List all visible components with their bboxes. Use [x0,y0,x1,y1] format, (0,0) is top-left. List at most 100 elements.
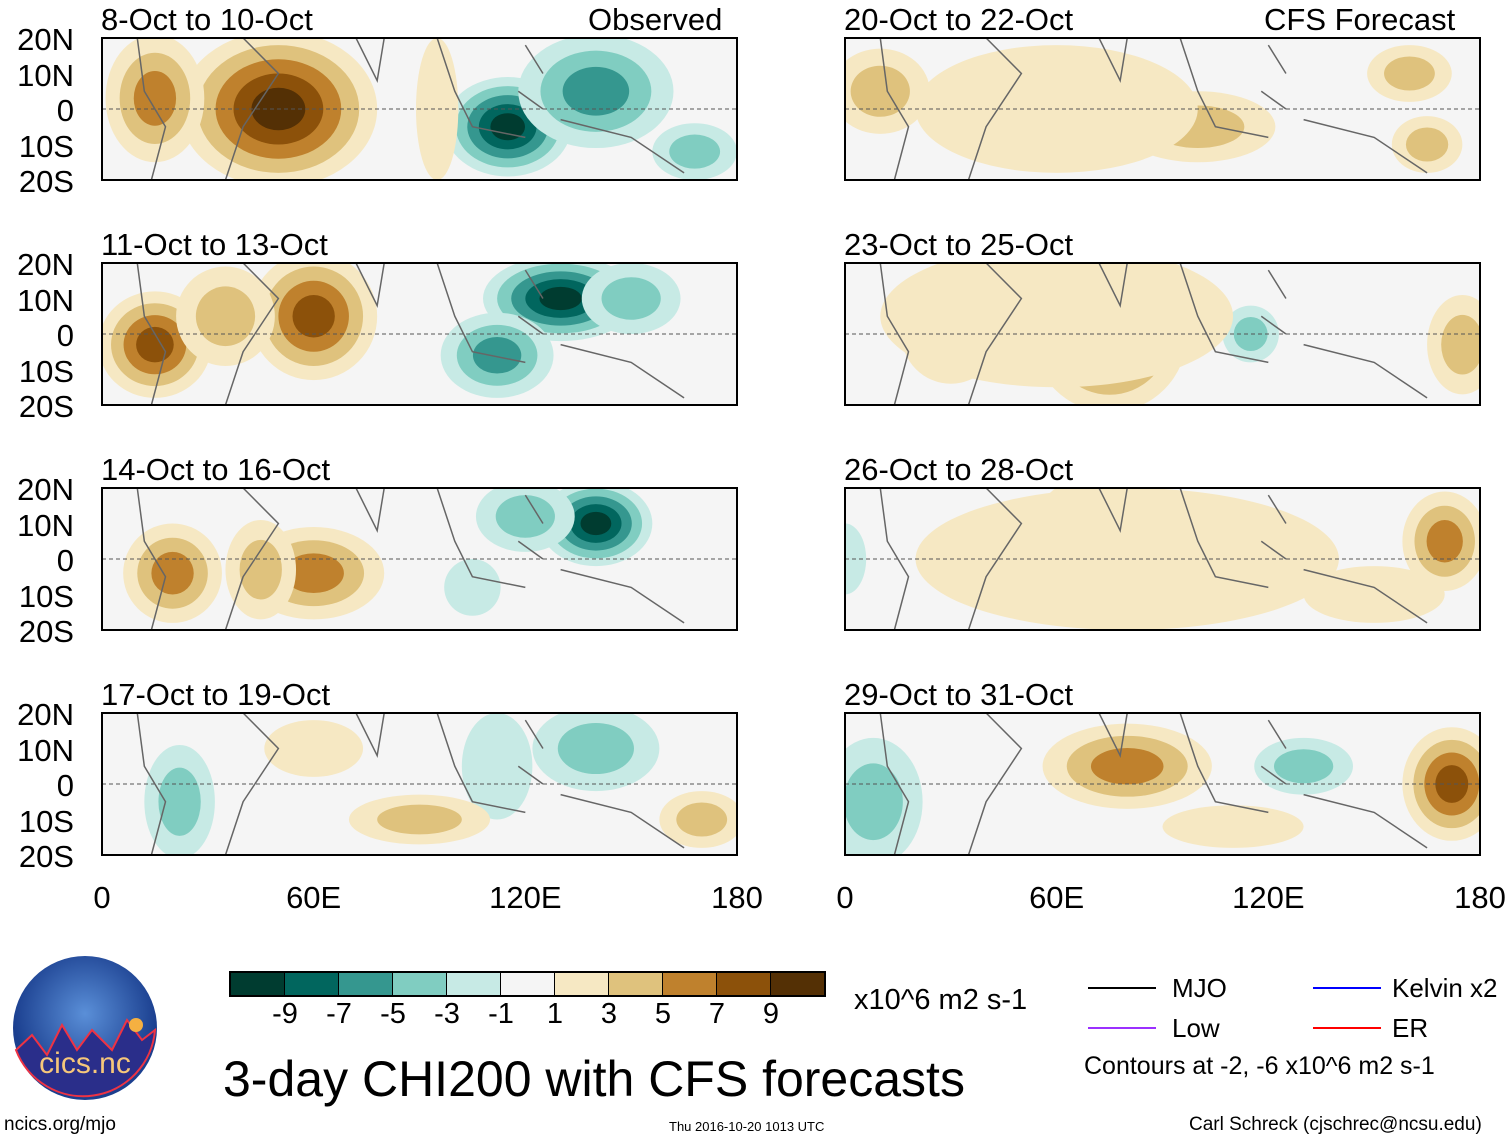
lat-label: 20S [18,839,74,874]
anomaly-shading [377,804,462,835]
lat-label: 10N [17,57,74,93]
lat-label: 0 [56,318,74,353]
lat-label: 10S [18,803,74,839]
author: Carl Schreck (cjschrec@ncsu.edu) [1189,1114,1482,1135]
anomaly-shading [1405,127,1449,162]
panel-title: 14-Oct to 16-Oct [101,452,331,487]
coastlines [136,488,685,630]
anomaly-shading [580,511,612,536]
legend-er-line [1313,1027,1381,1029]
lat-label: 20S [18,614,74,649]
lon-label: 0 [836,880,854,915]
coastlines [136,713,685,855]
coastlines [136,263,685,405]
anomaly-shading [539,286,582,311]
lat-label: 10S [18,353,74,389]
map-panel [101,712,738,856]
lat-label: 10N [17,507,74,543]
anomaly-shading [1233,316,1268,352]
colorbar-swatch [663,973,717,995]
lat-label: 0 [56,543,74,578]
colorbar-tick: 3 [600,998,618,1030]
forecast-label: CFS Forecast [1264,2,1456,37]
colorbar-swatch [771,973,824,995]
anomaly-shading [562,66,630,116]
anomaly-shading [195,286,256,347]
timestamp: Thu 2016-10-20 1013 UTC [669,1119,825,1134]
colorbar-swatch [393,973,447,995]
lat-label: 0 [56,93,74,128]
lon-label: 60E [1029,880,1085,915]
map-panel [101,37,738,181]
lat-label: 10N [17,732,74,768]
lon-label: 180 [1454,880,1506,915]
cics-logo: cics.nc [13,956,157,1100]
panel-title: 23-Oct to 25-Oct [844,227,1074,262]
anomaly-shading [292,294,335,338]
lat-label: 20S [18,389,74,424]
panel-title: 11-Oct to 13-Oct [101,227,328,262]
panel-title: 26-Oct to 28-Oct [844,452,1074,487]
lon-label: 60E [286,880,342,915]
lat-label: 20N [17,697,74,732]
anomaly-shading [1426,519,1463,563]
lon-label: 180 [711,880,763,915]
anomaly-shading [557,722,634,775]
anomaly-shading [845,763,903,841]
logo-text: cics.nc [39,1047,131,1080]
anomaly-shading [601,277,661,320]
colorbar-swatch [717,973,771,995]
lat-label: 10N [17,282,74,318]
lat-label: 20N [17,472,74,507]
lat-label: 10S [18,578,74,614]
figure-title: 3-day CHI200 with CFS forecasts [223,1051,965,1107]
panel-title: 29-Oct to 31-Oct [844,677,1074,712]
colorbar-tick: 5 [654,998,672,1030]
anomaly-shading [495,495,555,538]
colorbar-units: x10^6 m2 s-1 [854,984,1028,1016]
colorbar-tick: 7 [708,998,726,1030]
panel-title: 20-Oct to 22-Oct [844,2,1074,37]
lat-label: 20N [17,247,74,282]
map-panel [844,712,1481,856]
map-panel [844,37,1481,181]
legend-kelvin-line [1313,987,1381,989]
anomaly-shading [472,337,522,374]
colorbar-swatch [339,973,393,995]
panel-frame [101,262,738,406]
colorbar-swatch [501,973,555,995]
colorbar-tick: 1 [546,998,564,1030]
anomaly-shading [1303,566,1445,623]
lon-label: 120E [1232,880,1305,915]
panel-frame [844,37,1481,181]
lon-label: 0 [93,880,111,915]
colorbar-swatch [447,973,501,995]
colorbar-swatch [609,973,663,995]
coastlines [879,713,1428,855]
anomaly-shading [1162,805,1304,848]
source-url[interactable]: ncics.org/mjo [4,1114,116,1135]
legend-low-line [1088,1027,1156,1029]
panel-title: 8-Oct to 10-Oct [101,2,313,37]
lat-label: 0 [56,768,74,803]
anomaly-shading [880,263,1234,388]
legend-mjo: MJO [1172,973,1227,1003]
anomaly-shading [133,70,177,126]
panel-frame [101,37,738,181]
panel-frame [844,712,1481,856]
anomaly-shading [1435,765,1469,803]
anomaly-shading [158,767,201,836]
anomaly-shading [264,720,364,777]
anomaly-shading [1384,56,1435,91]
lon-label: 120E [489,880,562,915]
anomaly-shading [676,802,728,837]
colorbar-swatch [285,973,339,995]
coastlines [879,263,1428,405]
anomaly-shading [490,113,526,141]
panel-frame [101,712,738,856]
legend-kelvin: Kelvin x2 [1392,973,1498,1003]
anomaly-shading [669,134,721,169]
colorbar [229,971,826,997]
colorbar-tick: -1 [488,998,514,1030]
lat-label: 20N [17,22,74,57]
